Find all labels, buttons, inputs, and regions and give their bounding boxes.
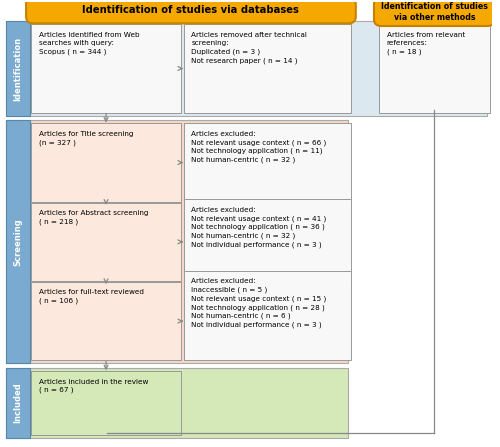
Text: Articles for full-text reviewed
( n = 106 ): Articles for full-text reviewed ( n = 10… [39, 290, 144, 304]
FancyBboxPatch shape [184, 271, 351, 360]
FancyBboxPatch shape [31, 123, 181, 202]
Text: Articles excluded:
Inaccessible ( n = 5 )
Not relevant usage context ( n = 15 )
: Articles excluded: Inaccessible ( n = 5 … [192, 278, 326, 328]
FancyBboxPatch shape [6, 21, 487, 116]
FancyBboxPatch shape [184, 199, 351, 284]
Text: Articles for Abstract screening
( n = 218 ): Articles for Abstract screening ( n = 21… [39, 210, 148, 225]
FancyBboxPatch shape [31, 282, 181, 360]
Text: Articles from relevant
references:
( n = 18 ): Articles from relevant references: ( n =… [387, 32, 465, 55]
Text: Articles identified from Web
searches with query:
Scopus ( n = 344 ): Articles identified from Web searches wi… [39, 32, 140, 55]
Text: Articles excluded:
Not relevant usage context ( n = 41 )
Not technology applicat: Articles excluded: Not relevant usage co… [192, 207, 326, 248]
FancyBboxPatch shape [31, 202, 181, 281]
FancyBboxPatch shape [6, 120, 348, 363]
FancyBboxPatch shape [6, 368, 30, 438]
FancyBboxPatch shape [31, 24, 181, 113]
FancyBboxPatch shape [184, 24, 351, 113]
FancyBboxPatch shape [26, 0, 356, 23]
Text: Identification of studies via databases: Identification of studies via databases [82, 5, 300, 16]
FancyBboxPatch shape [374, 0, 494, 26]
FancyBboxPatch shape [6, 120, 30, 363]
FancyBboxPatch shape [379, 24, 490, 113]
Text: Identification of studies
via other methods: Identification of studies via other meth… [381, 2, 488, 21]
Text: Articles included in the review
( n = 67 ): Articles included in the review ( n = 67… [39, 379, 148, 393]
Text: Screening: Screening [13, 218, 22, 266]
Text: Articles for Title screening
(n = 327 ): Articles for Title screening (n = 327 ) [39, 131, 134, 146]
Text: Articles removed after technical
screening:
Duplicated (n = 3 )
Not research pap: Articles removed after technical screeni… [192, 32, 308, 63]
Text: Included: Included [13, 383, 22, 423]
FancyBboxPatch shape [6, 21, 30, 116]
FancyBboxPatch shape [6, 368, 348, 438]
FancyBboxPatch shape [184, 123, 351, 202]
Text: Identification: Identification [13, 36, 22, 101]
FancyBboxPatch shape [31, 371, 181, 435]
Text: Articles excluded:
Not relevant usage context ( n = 66 )
Not technology applicat: Articles excluded: Not relevant usage co… [192, 131, 326, 163]
